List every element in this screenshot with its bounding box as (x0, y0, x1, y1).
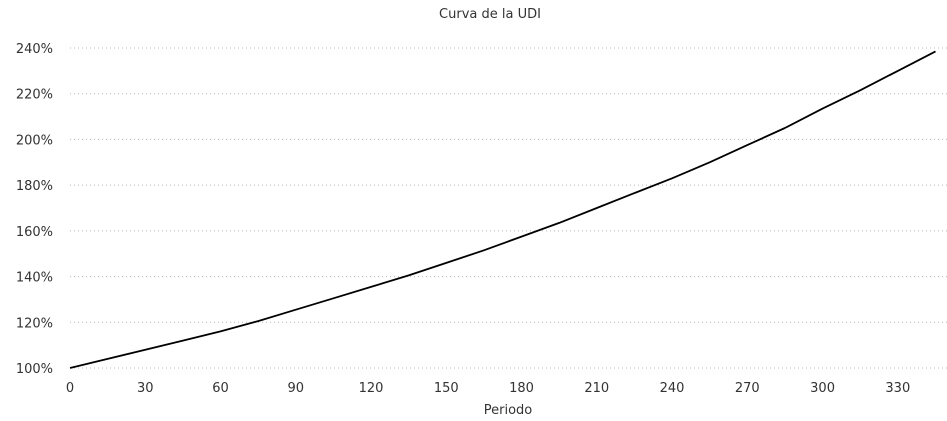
series-layer (69, 50, 936, 369)
x-tick-label: 60 (212, 381, 229, 396)
y-tick-label: 220% (16, 88, 53, 103)
x-tick-label: 330 (885, 381, 910, 396)
x-tick-label: 150 (434, 381, 459, 396)
x-tick-label: 210 (584, 381, 609, 396)
y-tick-label: 120% (16, 316, 53, 331)
y-tick-label: 100% (16, 362, 53, 377)
y-tick-label: 160% (16, 225, 53, 240)
y-tick-label: 140% (16, 271, 53, 286)
x-tick-label: 270 (735, 381, 760, 396)
y-axis-tick-labels: 100% 120% 140% 160% 180% 200% 220% 240% (16, 42, 53, 377)
x-tick-label: 180 (509, 381, 534, 396)
series-line-0 (69, 50, 936, 369)
x-tick-label: 240 (660, 381, 685, 396)
y-tick-label: 180% (16, 179, 53, 194)
x-axis-tick-labels: 0 30 60 90 120 150 180 210 240 270 300 330 (66, 381, 910, 396)
gridlines (70, 47, 947, 369)
x-tick-label: 300 (810, 381, 835, 396)
chart-title: Curva de la UDI (439, 7, 541, 22)
x-tick-label: 90 (287, 381, 304, 396)
y-tick-label: 240% (16, 42, 53, 57)
x-tick-label: 120 (359, 381, 384, 396)
x-tick-label: 0 (66, 381, 74, 396)
x-axis-label: Periodo (484, 403, 533, 418)
x-tick-label: 30 (137, 381, 154, 396)
y-tick-label: 200% (16, 133, 53, 148)
